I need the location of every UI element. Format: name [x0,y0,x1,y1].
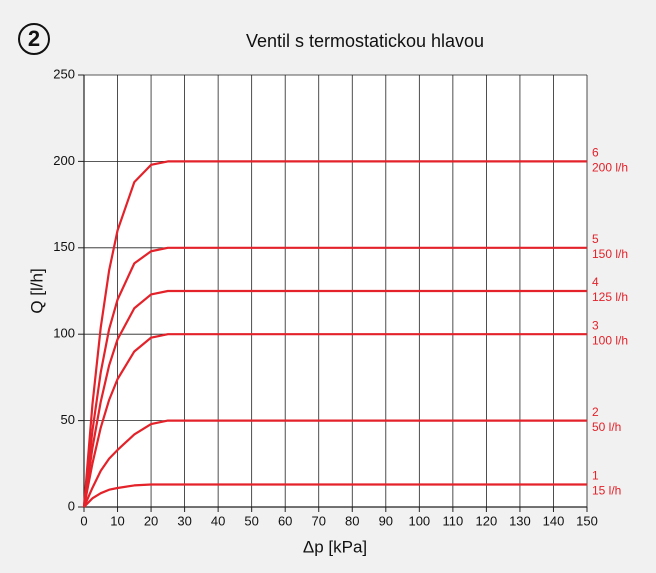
x-axis-label: Δp [kPa] [303,537,367,556]
y-tick-label: 250 [53,66,75,81]
y-tick-label: 100 [53,326,75,341]
x-tick-label: 120 [476,513,498,528]
y-tick-label: 0 [68,498,75,513]
x-tick-label: 20 [144,513,158,528]
series-line [82,289,587,508]
x-tick-label: 30 [177,513,191,528]
x-tick-label: 40 [211,513,225,528]
series-flow-label: 100 l/h [592,333,628,347]
y-tick-label: 150 [53,239,75,254]
x-tick-label: 110 [442,513,463,528]
badge-circle [18,23,50,55]
series-flow-label: 150 l/h [592,247,628,261]
series-line [82,333,587,508]
series-line [82,419,587,508]
x-tick-label: 60 [278,513,292,528]
x-tick-label: 10 [110,513,124,528]
series-flow-label: 15 l/h [592,484,621,498]
series-name: 3 [592,318,599,332]
series-flow-label: 200 l/h [592,161,628,175]
x-tick-label: 130 [509,513,531,528]
series-line [82,160,587,508]
series-line [83,483,587,508]
series-line [82,246,587,508]
x-tick-label: 50 [244,513,258,528]
x-tick-label: 150 [576,513,598,528]
chart-title: Ventil s termostatickou hlavou [246,31,484,51]
x-tick-label: 90 [379,513,393,528]
x-tick-label: 140 [543,513,565,528]
x-tick-label: 80 [345,513,359,528]
x-tick-label: 70 [311,513,325,528]
series-name: 4 [592,275,599,289]
series-flow-label: 50 l/h [592,420,621,434]
x-tick-label: 0 [80,513,87,528]
badge: 2 [28,26,40,51]
series-name: 5 [592,232,599,246]
series-name: 1 [592,469,599,483]
y-tick-label: 50 [61,412,75,427]
y-axis-label: Q [l/h] [27,268,46,313]
series-flow-label: 125 l/h [592,290,628,304]
y-tick-label: 200 [53,153,75,168]
x-tick-label: 100 [408,513,430,528]
series-name: 6 [592,146,599,160]
series-name: 2 [592,405,599,419]
